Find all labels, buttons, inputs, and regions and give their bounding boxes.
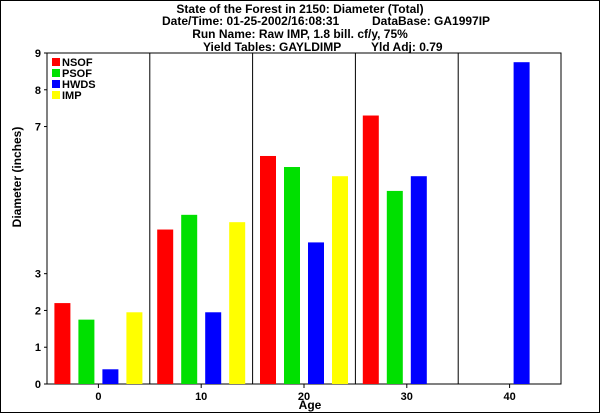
y-axis-label: Diameter (inches) xyxy=(10,127,24,228)
run-name-label: Run Name: Raw IMP, 1.8 bill. cf/y, 75% xyxy=(192,27,408,41)
y-tick-label: 8 xyxy=(35,85,41,97)
y-tick-label: 0 xyxy=(35,379,41,391)
bar-hwds-age-10 xyxy=(205,312,222,384)
bar-psof-age-20 xyxy=(284,167,300,384)
x-tick-label: 20 xyxy=(298,391,310,403)
x-axis-ticks: 0 10 20 30 40 xyxy=(95,384,516,403)
bar-imp-age-20 xyxy=(332,176,348,384)
bar-nsof-age-30 xyxy=(362,115,379,385)
bars-group xyxy=(54,62,530,385)
bar-nsof-age-0 xyxy=(54,303,71,384)
bar-imp-age-10 xyxy=(229,222,246,384)
y-tick-label: 3 xyxy=(35,269,41,281)
y-tick-label: 2 xyxy=(35,305,41,317)
bar-psof-age-10 xyxy=(181,214,198,384)
bar-hwds-age-20 xyxy=(308,242,324,384)
yld-adj-label: Yld Adj: 0.79 xyxy=(371,40,443,54)
datetime-label: Date/Time: 01-25-2002/16:08:31 xyxy=(162,14,340,28)
legend-label-imp: IMP xyxy=(62,90,82,102)
legend-swatch-nsof xyxy=(52,58,60,66)
bar-hwds-age-40 xyxy=(513,62,530,384)
bar-psof-age-0 xyxy=(78,319,95,384)
x-tick-label: 0 xyxy=(95,391,101,403)
database-label: DataBase: GA1997IP xyxy=(372,14,490,28)
y-axis-ticks: 0 1 2 3 7 8 9 xyxy=(35,48,47,391)
legend-swatch-psof xyxy=(52,69,60,77)
legend-swatch-imp xyxy=(52,91,60,99)
chart-title: State of the Forest in 2150: Diameter (T… xyxy=(176,2,423,16)
bar-hwds-age-30 xyxy=(410,176,427,384)
legend-label-psof: PSOF xyxy=(62,68,92,80)
bar-nsof-age-10 xyxy=(157,229,174,384)
legend-label-hwds: HWDS xyxy=(62,79,96,91)
y-tick-label: 7 xyxy=(35,122,41,134)
x-tick-label: 40 xyxy=(503,391,515,403)
x-axis-label: Age xyxy=(299,398,322,412)
bar-imp-age-0 xyxy=(126,312,143,384)
y-tick-label: 1 xyxy=(35,342,41,354)
bar-hwds-age-0 xyxy=(102,369,119,384)
legend-label-nsof: NSOF xyxy=(62,57,93,69)
x-tick-label: 10 xyxy=(195,391,207,403)
x-tick-label: 30 xyxy=(401,391,413,403)
y-tick-label: 9 xyxy=(35,48,41,60)
yield-tables-label: Yield Tables: GAYLDIMP xyxy=(203,40,341,54)
bar-nsof-age-20 xyxy=(260,155,276,384)
bar-psof-age-30 xyxy=(386,190,403,384)
category-separators xyxy=(149,53,459,384)
legend-swatch-hwds xyxy=(52,80,60,88)
